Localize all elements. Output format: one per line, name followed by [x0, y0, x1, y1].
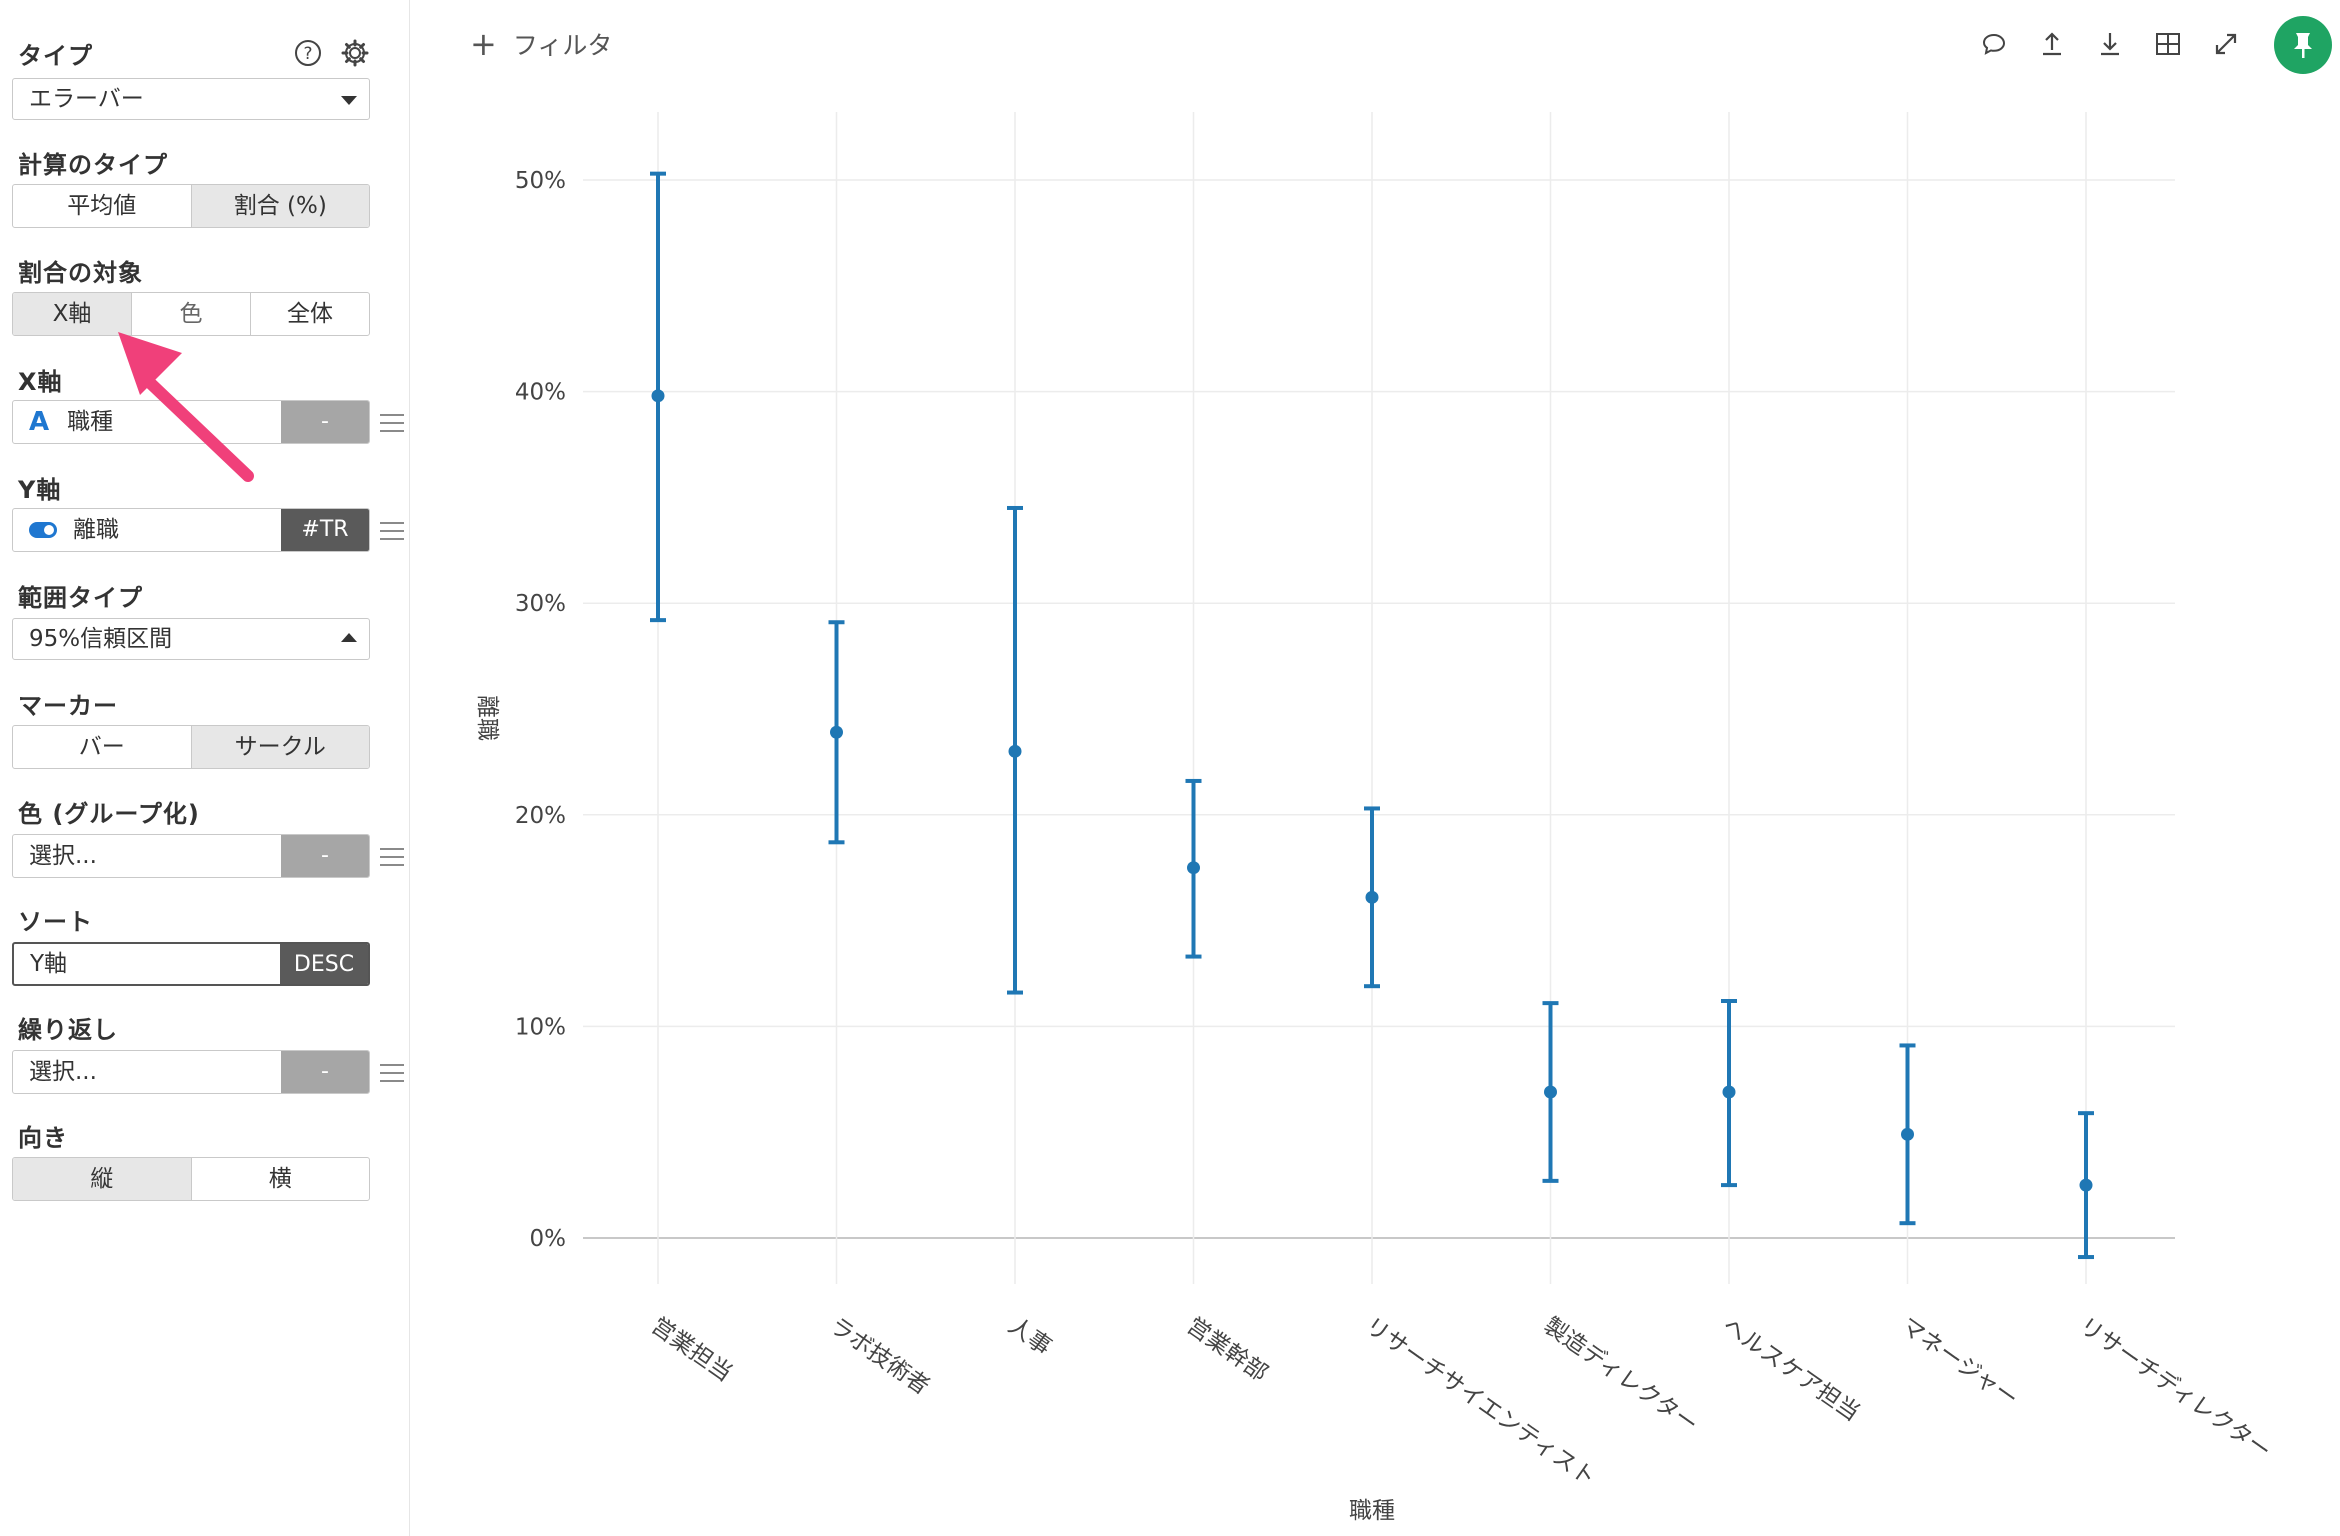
- x-axis-menu-icon[interactable]: [380, 414, 404, 434]
- chart-type-select[interactable]: エラーバー: [12, 78, 370, 120]
- calc-type-toggle: 平均値 割合 (%): [12, 184, 370, 228]
- svg-text:?: ?: [303, 44, 312, 64]
- chevron-up-icon: [341, 633, 357, 642]
- orientation-label: 向き: [18, 1124, 68, 1152]
- color-menu-icon[interactable]: [380, 848, 404, 868]
- orientation-option-horizontal[interactable]: 横: [268, 1166, 292, 1192]
- gear-icon[interactable]: [340, 38, 370, 68]
- calc-type-label: 計算のタイプ: [18, 151, 168, 179]
- filter-button[interactable]: + フィルタ: [470, 26, 612, 62]
- y-axis-option-button[interactable]: #TR: [281, 509, 369, 551]
- y-axis-field[interactable]: 離職 #TR: [12, 508, 370, 552]
- orientation-option-vertical[interactable]: 縦: [13, 1158, 192, 1200]
- logical-type-icon: [29, 522, 57, 538]
- marker-option-circle[interactable]: サークル: [191, 726, 369, 768]
- y-axis-value: 離職: [73, 517, 119, 543]
- marker-toggle: バー サークル: [12, 725, 370, 769]
- chart-settings-sidebar: タイプ ? エラーバー 計算のタイプ 平均値 割合 (%) 割合の対象: [0, 0, 410, 1536]
- pin-button[interactable]: [2274, 16, 2332, 74]
- pin-icon: [2294, 33, 2312, 58]
- table-icon[interactable]: [2152, 28, 2184, 60]
- color-group-field[interactable]: 選択... -: [12, 834, 370, 878]
- type-label: タイプ: [18, 42, 93, 70]
- target-option-x-axis[interactable]: X軸: [13, 293, 132, 335]
- filter-label: フィルタ: [512, 31, 613, 60]
- range-type-select[interactable]: 95%信頼区間: [12, 618, 370, 660]
- color-option-button[interactable]: -: [281, 835, 369, 877]
- sort-field[interactable]: Y軸 DESC: [12, 942, 370, 986]
- range-type-value: 95%信頼区間: [29, 626, 173, 652]
- sort-value: Y軸: [30, 951, 68, 977]
- color-group-value: 選択...: [29, 843, 97, 869]
- ratio-target-toggle: X軸 色 全体: [12, 292, 370, 336]
- x-axis-option-button[interactable]: -: [281, 401, 369, 443]
- expand-icon[interactable]: [2210, 28, 2242, 60]
- repeat-option-button[interactable]: -: [281, 1051, 369, 1093]
- marker-option-bar[interactable]: バー: [13, 726, 192, 768]
- help-icon[interactable]: ?: [293, 38, 323, 68]
- target-option-all[interactable]: 全体: [287, 301, 333, 327]
- orientation-toggle: 縦 横: [12, 1157, 370, 1201]
- ratio-target-label: 割合の対象: [18, 259, 143, 287]
- chart-type-value: エラーバー: [29, 86, 144, 112]
- marker-label: マーカー: [18, 692, 118, 720]
- target-option-color[interactable]: 色: [132, 293, 251, 335]
- sort-order-button[interactable]: DESC: [280, 944, 368, 984]
- repeat-label: 繰り返し: [18, 1016, 118, 1044]
- plus-icon: +: [470, 25, 497, 63]
- repeat-value: 選択...: [29, 1059, 97, 1085]
- range-type-label: 範囲タイプ: [18, 584, 143, 612]
- text-type-icon: A: [29, 407, 50, 437]
- download-icon[interactable]: [2094, 28, 2126, 60]
- upload-icon[interactable]: [2036, 28, 2068, 60]
- x-axis-label: X軸: [18, 368, 63, 396]
- repeat-menu-icon[interactable]: [380, 1064, 404, 1084]
- x-axis-value: 職種: [67, 409, 114, 435]
- chevron-down-icon: [341, 96, 357, 105]
- y-axis-label: Y軸: [18, 476, 62, 504]
- color-group-label: 色 (グループ化): [18, 800, 200, 828]
- sort-label: ソート: [18, 908, 93, 936]
- calc-option-mean[interactable]: 平均値: [13, 185, 192, 227]
- repeat-field[interactable]: 選択... -: [12, 1050, 370, 1094]
- y-axis-menu-icon[interactable]: [380, 522, 404, 542]
- calc-option-ratio[interactable]: 割合 (%): [191, 185, 369, 227]
- comment-icon[interactable]: [1978, 28, 2010, 60]
